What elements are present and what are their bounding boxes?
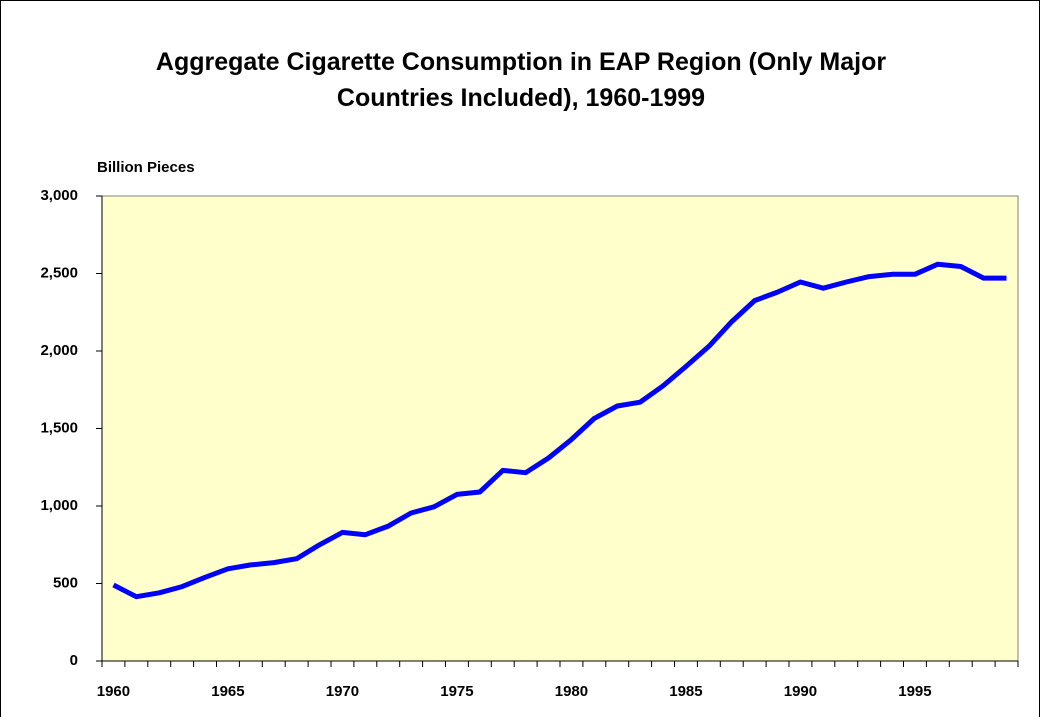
y-tick-label: 2,000 <box>40 342 78 359</box>
chart-title: Aggregate Cigarette Consumption in EAP R… <box>155 48 887 112</box>
y-tick-label: 1,500 <box>40 419 78 436</box>
y-tick-label: 2,500 <box>40 264 78 281</box>
x-tick-label: 1970 <box>326 683 359 700</box>
x-tick-label: 1995 <box>898 683 931 700</box>
y-tick-label: 3,000 <box>40 187 78 204</box>
y-axis-title: Billion Pieces <box>97 159 195 176</box>
y-tick-label: 500 <box>53 574 78 591</box>
x-tick-label: 1990 <box>784 683 817 700</box>
x-tick-label: 1985 <box>669 683 702 700</box>
plot-area <box>101 195 1019 662</box>
y-tick-label: 0 <box>70 652 78 669</box>
x-tick-label: 1960 <box>97 683 130 700</box>
data-line <box>112 261 1007 600</box>
x-tick-label: 1975 <box>440 683 473 700</box>
x-tick-label: 1965 <box>211 683 244 700</box>
y-tick-label: 1,000 <box>40 497 78 514</box>
x-tick-label: 1980 <box>555 683 588 700</box>
